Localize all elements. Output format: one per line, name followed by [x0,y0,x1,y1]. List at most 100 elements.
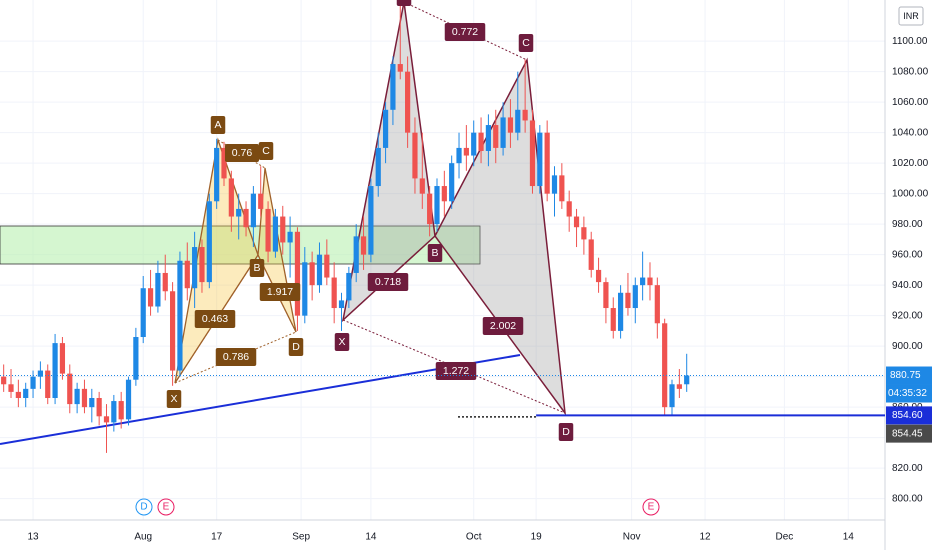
y-tick-label: 1060.00 [892,97,929,108]
candle-body [581,227,587,240]
label-box [482,317,524,335]
candle-body [228,178,234,217]
pattern-label: B [249,259,265,277]
y-tick-label: 940.00 [892,280,923,291]
pattern-label: D [558,423,574,441]
candle-body [280,216,286,243]
candle-body [81,388,88,408]
candle-body [434,186,440,225]
candle-body [419,178,425,194]
candle-body [265,208,271,252]
pattern-label: 0.772 [444,23,486,41]
candle-body [353,236,359,273]
label-box [259,283,301,301]
candle-body [640,277,646,286]
price-box [886,366,932,385]
x-tick-label: Sep [292,532,310,543]
zone [0,225,481,265]
candle-body [206,201,212,283]
y-tick-label: 820.00 [892,463,923,474]
label-box [435,362,477,380]
candle-body [493,125,499,148]
candle-body [368,186,374,255]
low-price: 854.45 [892,428,923,439]
candle-body [676,384,682,389]
candle-body [316,254,323,286]
pattern-label: X [334,333,350,351]
candle-body [662,323,668,408]
candle-body [625,292,631,309]
pattern-text: 1.272 [443,365,469,377]
pattern-text: C [262,145,270,157]
label-box [194,310,236,328]
candle-body [221,147,227,179]
pattern-text: A [400,0,407,3]
trendline [0,354,521,445]
currency-box[interactable] [898,6,924,26]
event-marker[interactable] [157,498,175,516]
pattern-text: D [292,341,300,353]
label-box [258,142,274,160]
candle-body [74,388,80,405]
candle-body [184,260,190,289]
candle-body [324,254,330,278]
event-label: E [163,502,170,513]
candle-body [588,239,594,270]
y-tick-label: 800.00 [892,493,923,504]
candle-body [258,193,264,209]
support-price: 854.60 [892,410,923,421]
candle-body [23,388,29,399]
candle-body [309,262,315,286]
candle-body [684,375,690,385]
x-tick-label: Dec [775,532,793,543]
candle-body [618,292,624,331]
candle-body [382,109,389,148]
candle-body [669,384,675,408]
candle-body [390,64,396,110]
x-tick-label: Oct [466,532,482,543]
label-box [249,259,265,277]
label-box [396,0,412,6]
candle-body [118,401,124,420]
candle-body [162,272,168,292]
candle-body [654,285,660,324]
y-tick-label: 900.00 [892,341,923,352]
candle-body [529,120,536,187]
pattern-label: C [518,34,534,52]
label-box [166,390,182,408]
pattern-label: A [210,116,226,134]
candle-body [471,132,477,156]
candle-body [544,132,550,194]
x-tick-label: 12 [699,532,711,543]
candle-body [456,147,462,164]
candle-body [272,216,279,252]
candle-body [45,370,51,399]
event-marker[interactable] [642,498,660,516]
last-price: 880.75 [890,370,921,381]
pattern-text: 0.786 [223,351,249,363]
events: D E E [135,498,660,516]
price-box [886,406,932,425]
candle-body [331,277,337,309]
candle-body [30,376,36,389]
y-tick-label: 1080.00 [892,66,929,77]
event-marker[interactable] [135,498,153,516]
candle-body [250,193,256,228]
currency: INR [903,11,919,21]
candle-body [199,247,205,283]
pattern-text: X [170,393,177,405]
candle-body [243,208,249,228]
candle-body [397,64,403,72]
pattern-label: 0.463 [194,310,236,328]
candle-body [360,236,367,255]
y-tick-label: 980.00 [892,219,923,230]
x-tick-label: 14 [365,532,377,543]
pattern-text: B [431,247,438,259]
candle-body [287,231,293,243]
candle-body [1,376,7,385]
label-box [558,423,574,441]
candle-body [632,285,638,309]
event-label: D [140,502,147,513]
candle-body [405,71,411,133]
pattern-label: 0.718 [367,273,409,291]
